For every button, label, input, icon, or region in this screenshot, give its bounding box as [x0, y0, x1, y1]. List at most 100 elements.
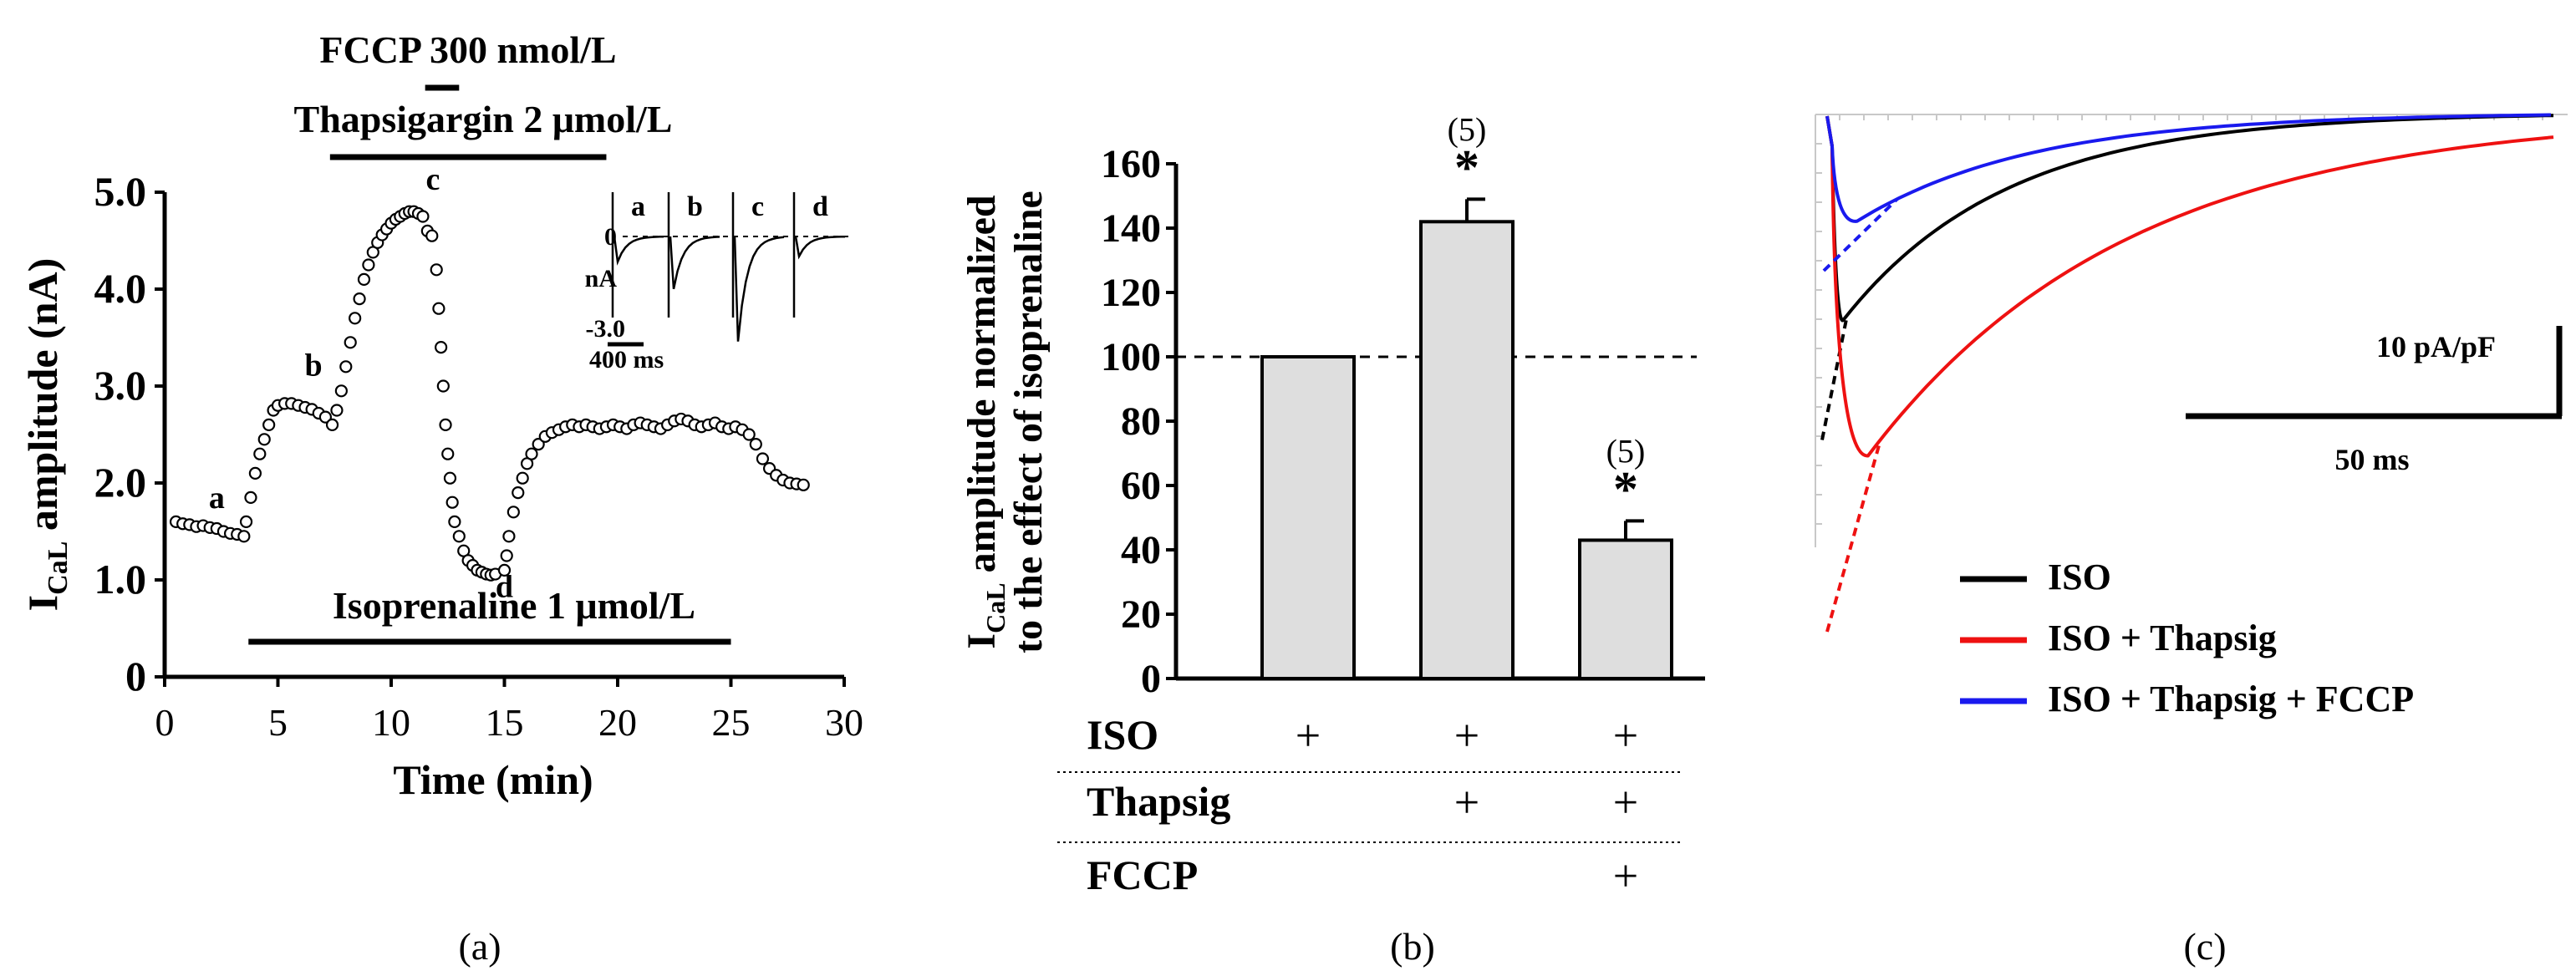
- a-data-point: [525, 447, 538, 460]
- a-data-point: [237, 530, 251, 543]
- a-y-tick-label: 3.0: [94, 362, 147, 409]
- a-data-point: [349, 312, 362, 325]
- inset-trace-label: a: [631, 191, 645, 222]
- b-y-axis-label-line1: ICaL amplitude normalized: [960, 195, 1011, 648]
- b-condition-mark: +: [1613, 851, 1638, 901]
- a-data-point: [452, 530, 466, 543]
- b-condition-mark: +: [1454, 777, 1479, 827]
- a-y-tick-label: 4.0: [94, 265, 147, 312]
- a-data-point: [416, 210, 430, 223]
- thapsigargin-annotation: Thapsigargin 2 μmol/L: [294, 98, 673, 140]
- a-data-point: [507, 506, 520, 519]
- a-x-tick-label: 25: [712, 701, 751, 744]
- a-data-point: [339, 360, 353, 374]
- a-data-point: [502, 530, 516, 543]
- a-data-point: [532, 437, 545, 451]
- inset-trace-label: d: [812, 191, 828, 222]
- a-point-labels: a b c d: [209, 162, 513, 604]
- a-data-point: [439, 418, 452, 431]
- a-data-point: [334, 384, 348, 398]
- a-point-label: b: [304, 348, 322, 383]
- c-trace-iso-thapsig-fccp: [1825, 113, 2552, 223]
- b-bar: [1578, 538, 1673, 681]
- c-fit-extrapolation: [1822, 197, 1899, 272]
- a-data-point: [318, 410, 333, 424]
- b-y-tick-label: 80: [1121, 399, 1161, 444]
- a-data-point: [435, 341, 448, 354]
- a-data-point: [500, 549, 513, 562]
- b-y-tick-label: 40: [1121, 528, 1161, 572]
- a-point-label: d: [496, 569, 513, 604]
- b-bars: *(5)*(5): [1260, 110, 1673, 681]
- a-data-point: [262, 418, 276, 431]
- a-data-point: [330, 404, 344, 417]
- b-n-label: (5): [1606, 432, 1646, 470]
- b-condition-mark: +: [1613, 777, 1638, 827]
- a-data-point: [357, 272, 371, 286]
- b-y-tick-label: 0: [1141, 657, 1161, 701]
- b-y-axis-label-line2: to the effect of isoprenaline: [1006, 191, 1051, 653]
- inset-current-trace: [794, 235, 845, 260]
- a-x-tick-label: 0: [155, 701, 175, 744]
- a-data-point: [239, 515, 253, 529]
- c-legend: ISO ISO + Thapsig ISO + Thapsig + FCCP: [1960, 557, 2414, 719]
- a-x-tick-label: 20: [598, 701, 637, 744]
- b-y-tick-label: 140: [1101, 206, 1161, 251]
- a-data-point: [362, 258, 375, 272]
- b-y-tick-label: 60: [1121, 464, 1161, 508]
- a-x-tick-label: 30: [825, 701, 863, 744]
- inset-ytick-min: -3.0: [586, 315, 626, 343]
- inset-trace-label: c: [751, 191, 764, 222]
- a-point-label: c: [426, 162, 440, 197]
- a-data-point: [253, 447, 267, 460]
- a-data-point: [353, 292, 366, 306]
- a-data-point: [512, 485, 525, 500]
- a-data-point: [325, 418, 339, 431]
- b-y-tick-label: 20: [1121, 592, 1161, 637]
- b-y-tick-label: 160: [1101, 142, 1161, 186]
- a-data-points: [169, 205, 810, 582]
- a-data-point: [749, 437, 762, 451]
- a-data-point: [441, 447, 455, 460]
- b-condition-mark: +: [1296, 710, 1321, 760]
- a-y-axis-label: ICaL amplitude (nA): [19, 258, 74, 612]
- a-data-point: [445, 496, 459, 509]
- a-y-tick-label: 0: [125, 653, 146, 699]
- c-legend-label: ISO + Thapsig + FCCP: [2048, 679, 2414, 719]
- a-y-tick-label: 2.0: [94, 459, 147, 506]
- b-condition-label: FCCP: [1087, 851, 1198, 898]
- b-bar: [1260, 355, 1356, 680]
- panel-a-chart: FCCP 300 nmol/L Thapsigargin 2 μmol/L Is…: [19, 28, 863, 803]
- a-data-point: [425, 229, 439, 242]
- b-bar: [1419, 220, 1515, 680]
- c-axis-ticks: [1815, 114, 2543, 525]
- panel-label-a: (a): [458, 925, 501, 968]
- a-data-point: [448, 515, 461, 529]
- c-trace-iso-thapsig: [1825, 115, 2554, 458]
- a-data-point: [344, 336, 357, 349]
- a-data-point: [430, 263, 443, 277]
- isoprenaline-annotation: Isoprenaline 1 μmol/L: [333, 584, 695, 627]
- fccp-annotation: FCCP 300 nmol/L: [319, 28, 616, 71]
- a-data-point: [742, 428, 756, 441]
- a-x-axis-label: Time (min): [393, 756, 593, 803]
- panel-c-chart: 10 pA/pF 50 ms ISO ISO + Thapsig ISO + Tha…: [1815, 113, 2568, 719]
- b-condition-mark: +: [1613, 710, 1638, 760]
- a-data-point: [436, 379, 450, 393]
- a-data-point: [516, 471, 529, 485]
- c-scalebar-y-label: 10 pA/pF: [2376, 330, 2496, 363]
- a-x-tick-label: 5: [268, 701, 288, 744]
- b-condition-label: ISO: [1087, 711, 1158, 758]
- inset-trace-label: b: [687, 191, 703, 222]
- b-y-ticks: 0 20 40 60 80 100 120 140 160: [1101, 142, 1176, 701]
- b-condition-label: Thapsig: [1087, 778, 1230, 825]
- a-point-label: a: [209, 480, 225, 516]
- panel-label-c: (c): [2183, 925, 2226, 968]
- a-x-ticks: 0 5 10 15 20 25 30: [155, 677, 863, 744]
- inset-current-trace: [669, 236, 720, 290]
- a-x-tick-label: 10: [372, 701, 410, 744]
- b-n-label: (5): [1448, 110, 1487, 148]
